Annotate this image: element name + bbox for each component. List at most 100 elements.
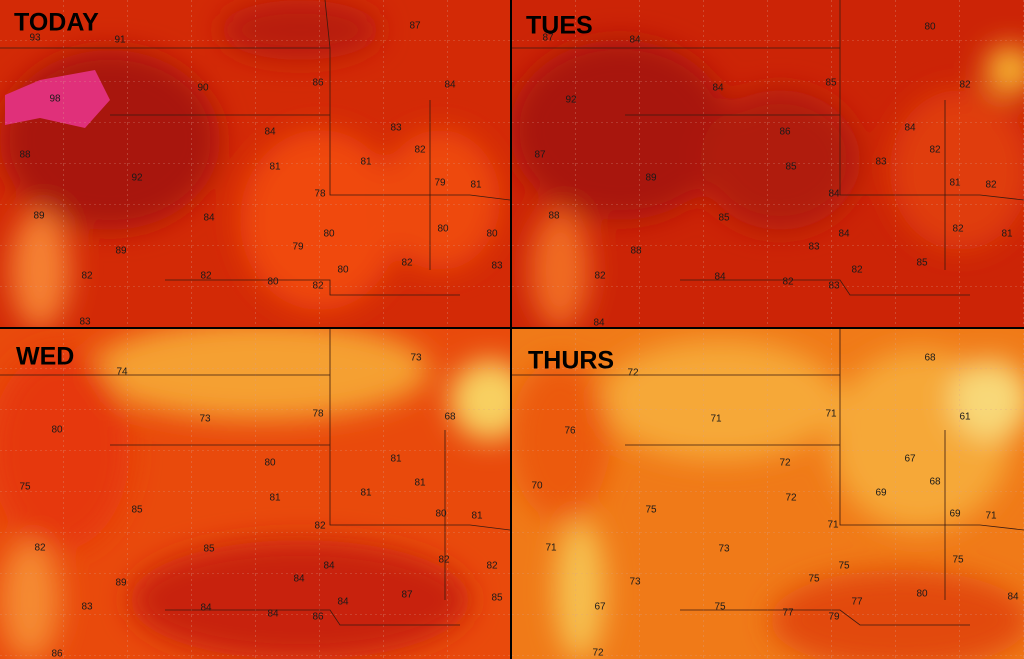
temperature-label: 73 bbox=[718, 544, 730, 555]
temperature-label: 82 bbox=[414, 145, 426, 156]
temperature-label: 82 bbox=[594, 271, 606, 282]
temperature-label: 81 bbox=[414, 478, 426, 489]
temperature-label: 85 bbox=[785, 162, 797, 173]
panel-title: TUES bbox=[526, 12, 593, 40]
temperature-label: 80 bbox=[916, 589, 928, 600]
temperature-label: 83 bbox=[875, 157, 887, 168]
temperature-label: 71 bbox=[710, 414, 722, 425]
temperature-label: 72 bbox=[785, 493, 797, 504]
temperature-label: 67 bbox=[594, 602, 606, 613]
temperature-label: 80 bbox=[435, 509, 447, 520]
temperature-label: 72 bbox=[779, 458, 791, 469]
temperature-label: 82 bbox=[851, 265, 863, 276]
temperature-label: 71 bbox=[825, 409, 837, 420]
temperature-label: 87 bbox=[401, 590, 413, 601]
temperature-label: 84 bbox=[293, 574, 305, 585]
temperature-label: 87 bbox=[409, 21, 421, 32]
temperature-label: 72 bbox=[627, 368, 639, 379]
temperature-label: 83 bbox=[79, 317, 91, 328]
temperature-label: 84 bbox=[1007, 592, 1019, 603]
temperature-label: 75 bbox=[838, 561, 850, 572]
temperature-label: 85 bbox=[718, 213, 730, 224]
temperature-label: 81 bbox=[390, 454, 402, 465]
temperature-label: 78 bbox=[312, 409, 324, 420]
temperature-label: 79 bbox=[828, 612, 840, 623]
temperature-label: 84 bbox=[337, 597, 349, 608]
temperature-label: 84 bbox=[203, 213, 215, 224]
temperature-label: 75 bbox=[645, 505, 657, 516]
temperature-label: 69 bbox=[875, 488, 887, 499]
panel-title: WED bbox=[16, 343, 74, 371]
temperature-label: 81 bbox=[269, 162, 281, 173]
temperature-label: 93 bbox=[29, 33, 41, 44]
temperature-label: 84 bbox=[200, 603, 212, 614]
temperature-label: 84 bbox=[629, 35, 641, 46]
temperature-label: 80 bbox=[264, 458, 276, 469]
temperature-label: 82 bbox=[438, 555, 450, 566]
boundaries bbox=[0, 0, 1024, 626]
temperature-label: 79 bbox=[434, 178, 446, 189]
temperature-label: 88 bbox=[19, 150, 31, 161]
temperature-label: 61 bbox=[959, 412, 971, 423]
temperature-label: 73 bbox=[199, 414, 211, 425]
temperature-label: 86 bbox=[51, 649, 63, 659]
temperature-label: 90 bbox=[197, 83, 209, 94]
temperature-label: 84 bbox=[838, 229, 850, 240]
temperature-label: 82 bbox=[952, 224, 964, 235]
temperature-label: 86 bbox=[779, 127, 791, 138]
temperature-label: 81 bbox=[471, 511, 483, 522]
temperature-label: 68 bbox=[444, 412, 456, 423]
temperature-label: 86 bbox=[312, 612, 324, 623]
temperature-label: 80 bbox=[51, 425, 63, 436]
temperature-label: 84 bbox=[444, 80, 456, 91]
temperature-label: 86 bbox=[312, 78, 324, 89]
temperature-label: 82 bbox=[929, 145, 941, 156]
temperature-label: 85 bbox=[131, 505, 143, 516]
temperature-label: 83 bbox=[491, 261, 503, 272]
temperature-label: 89 bbox=[115, 578, 127, 589]
temperature-label: 84 bbox=[267, 609, 279, 620]
temperature-label: 73 bbox=[410, 353, 422, 364]
temperature-label: 83 bbox=[808, 242, 820, 253]
temperature-label: 84 bbox=[593, 318, 605, 329]
temperature-label: 74 bbox=[116, 367, 128, 378]
temperature-label: 84 bbox=[264, 127, 276, 138]
temperature-label: 81 bbox=[949, 178, 961, 189]
temperature-label: 82 bbox=[200, 271, 212, 282]
temperature-label: 72 bbox=[592, 648, 604, 659]
temperature-label: 82 bbox=[959, 80, 971, 91]
temperature-label: 85 bbox=[825, 78, 837, 89]
temperature-label: 78 bbox=[314, 189, 326, 200]
temperature-label: 81 bbox=[1001, 229, 1013, 240]
temperature-label: 89 bbox=[645, 173, 657, 184]
temperature-label: 75 bbox=[714, 602, 726, 613]
temperature-label: 84 bbox=[323, 561, 335, 572]
temperature-label: 89 bbox=[33, 211, 45, 222]
temperature-label: 84 bbox=[714, 272, 726, 283]
temperature-label: 92 bbox=[131, 173, 143, 184]
temperature-label: 84 bbox=[904, 123, 916, 134]
temperature-label: 85 bbox=[916, 258, 928, 269]
temperature-label: 67 bbox=[904, 454, 916, 465]
temperature-label: 73 bbox=[629, 577, 641, 588]
temperature-label: 89 bbox=[115, 246, 127, 257]
temperature-label: 84 bbox=[712, 83, 724, 94]
temperature-label: 83 bbox=[390, 123, 402, 134]
temperature-label: 75 bbox=[808, 574, 820, 585]
temperature-label: 80 bbox=[486, 229, 498, 240]
temperature-label: 87 bbox=[542, 33, 554, 44]
temperature-label: 80 bbox=[437, 224, 449, 235]
temperature-label: 81 bbox=[360, 488, 372, 499]
temperature-label: 71 bbox=[827, 520, 839, 531]
temperature-label: 88 bbox=[548, 211, 560, 222]
temperature-label: 82 bbox=[81, 271, 93, 282]
temperature-label: 80 bbox=[924, 22, 936, 33]
temperature-label: 68 bbox=[924, 353, 936, 364]
temperature-label: 81 bbox=[470, 180, 482, 191]
temperature-label: 82 bbox=[34, 543, 46, 554]
temperature-label: 77 bbox=[782, 608, 794, 619]
temperature-label: 71 bbox=[545, 543, 557, 554]
temperature-label: 84 bbox=[828, 189, 840, 200]
temperature-label: 82 bbox=[401, 258, 413, 269]
